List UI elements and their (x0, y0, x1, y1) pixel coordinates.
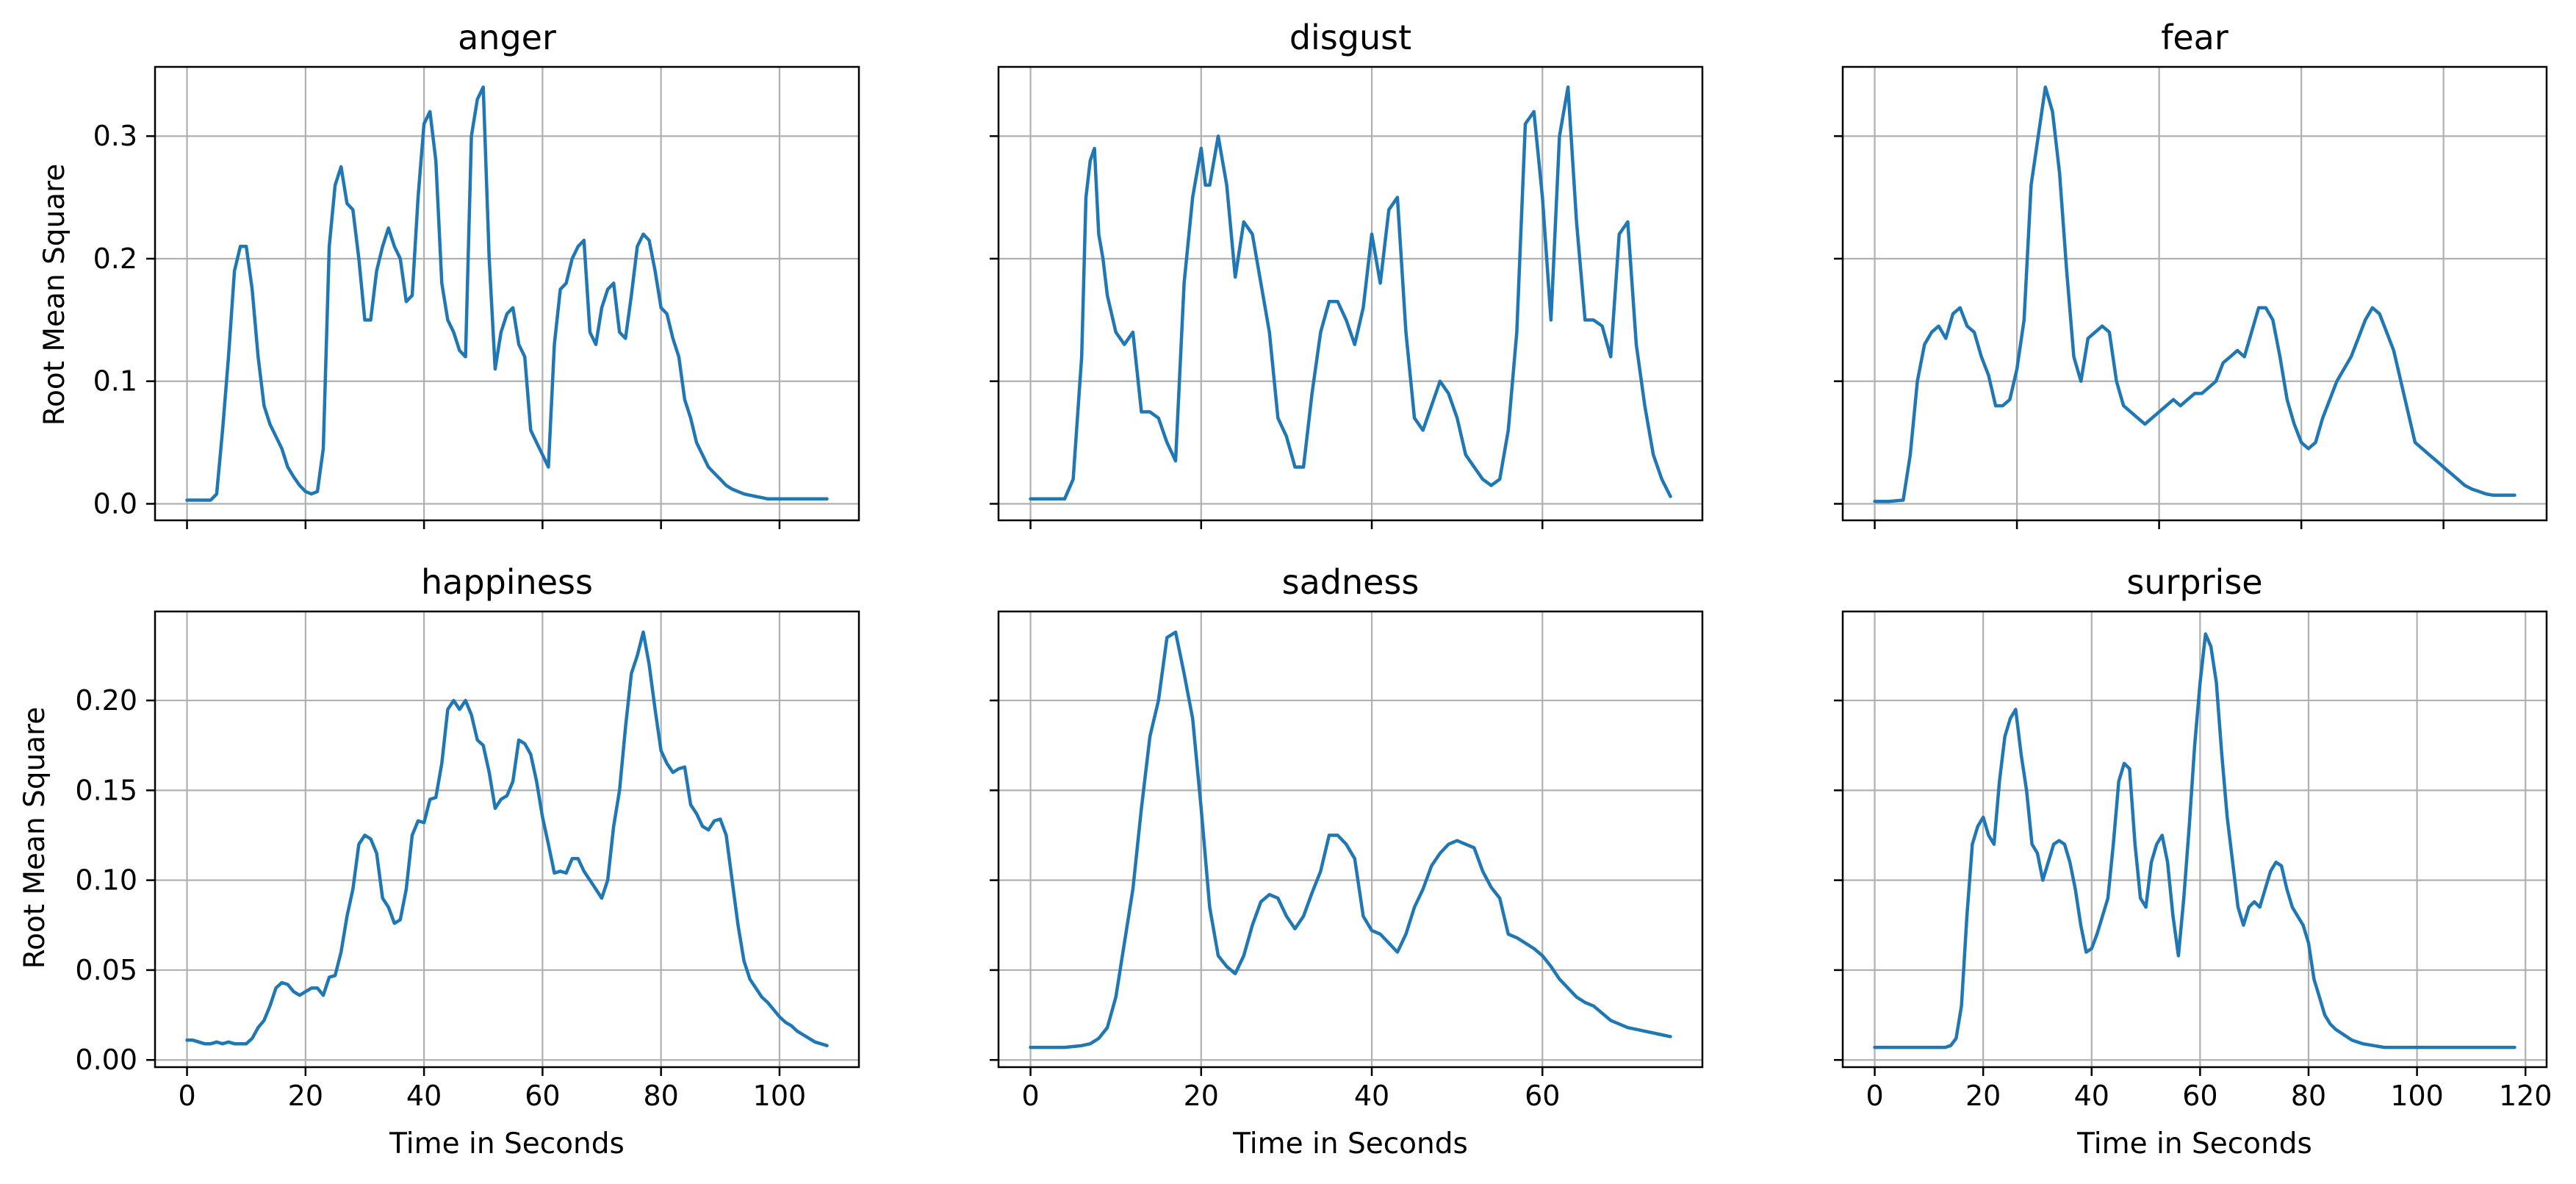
x-axis-label: Time in Seconds (2076, 1127, 2312, 1160)
x-tick-label: 20 (1965, 1080, 2001, 1112)
axes-frame (154, 610, 860, 1069)
y-tick-label: 0.00 (75, 1044, 137, 1076)
x-tick-label: 20 (1184, 1080, 1219, 1112)
x-tick-label: 60 (2182, 1080, 2217, 1112)
x-tick-label: 20 (288, 1080, 323, 1112)
chart-title: sadness (1282, 562, 1420, 602)
chart-title: anger (458, 18, 556, 57)
y-tick-label: 0.2 (93, 243, 137, 275)
x-tick-label: 100 (753, 1080, 807, 1112)
ylabel-bottom-row: Root Mean Square (18, 707, 51, 969)
x-tick-label: 60 (525, 1080, 560, 1112)
x-tick-label: 80 (2291, 1080, 2326, 1112)
panel-anger: 0.0 0.1 0.2 0.3 anger (93, 18, 860, 529)
y-tick-label: 0.10 (75, 864, 137, 897)
x-tick-label: 60 (1525, 1080, 1560, 1112)
axes-frame (1841, 65, 2548, 522)
chart-title: surprise (2126, 562, 2262, 602)
y-tick-label: 0.15 (75, 774, 137, 806)
panel-surprise: 0 20 40 60 80 100 120 surprise Time in Seconds (1834, 562, 2552, 1160)
y-tick-label: 0.3 (93, 120, 137, 152)
series-line-surprise (1873, 632, 2516, 1050)
axes-frame (997, 610, 1704, 1069)
x-axis-label: Time in Seconds (1232, 1127, 1468, 1160)
panel-sadness: 0 20 40 60 sadness Time in Seconds (990, 562, 1704, 1160)
series-line-anger (185, 85, 829, 502)
x-tick-label: 40 (2074, 1080, 2109, 1112)
y-tick-label: 0.05 (75, 954, 137, 986)
x-tick-label: 100 (2390, 1080, 2444, 1112)
x-tick-label: 0 (178, 1080, 195, 1112)
series-line-disgust (1029, 85, 1672, 501)
series-line-happiness (185, 630, 829, 1047)
x-tick-label: 0 (1021, 1080, 1039, 1112)
x-tick-label: 0 (1866, 1080, 1883, 1112)
panel-disgust: disgust (990, 18, 1704, 529)
x-tick-label: 80 (643, 1080, 678, 1112)
x-axis-label: Time in Seconds (389, 1127, 625, 1160)
axes-frame (997, 65, 1704, 522)
chart-title: fear (2161, 18, 2228, 57)
chart-title: disgust (1289, 18, 1411, 57)
y-tick-label: 0.0 (93, 487, 137, 520)
series-line-sadness (1029, 630, 1672, 1050)
axes-frame (1841, 610, 2548, 1069)
axes-frame (154, 65, 860, 522)
panel-happiness: 0 20 40 60 80 100 0.00 0.05 0.10 0.15 0.20 happines… (75, 562, 860, 1160)
y-tick-label: 0.1 (93, 365, 137, 398)
panel-fear: fear (1834, 18, 2548, 529)
series-line-fear (1873, 85, 2516, 503)
chart-title: happiness (421, 562, 593, 602)
y-tick-label: 0.20 (75, 684, 137, 717)
x-tick-label: 120 (2499, 1080, 2552, 1112)
x-tick-label: 40 (1354, 1080, 1389, 1112)
ylabel-top-row: Root Mean Square (38, 164, 71, 426)
x-tick-label: 40 (406, 1080, 442, 1112)
